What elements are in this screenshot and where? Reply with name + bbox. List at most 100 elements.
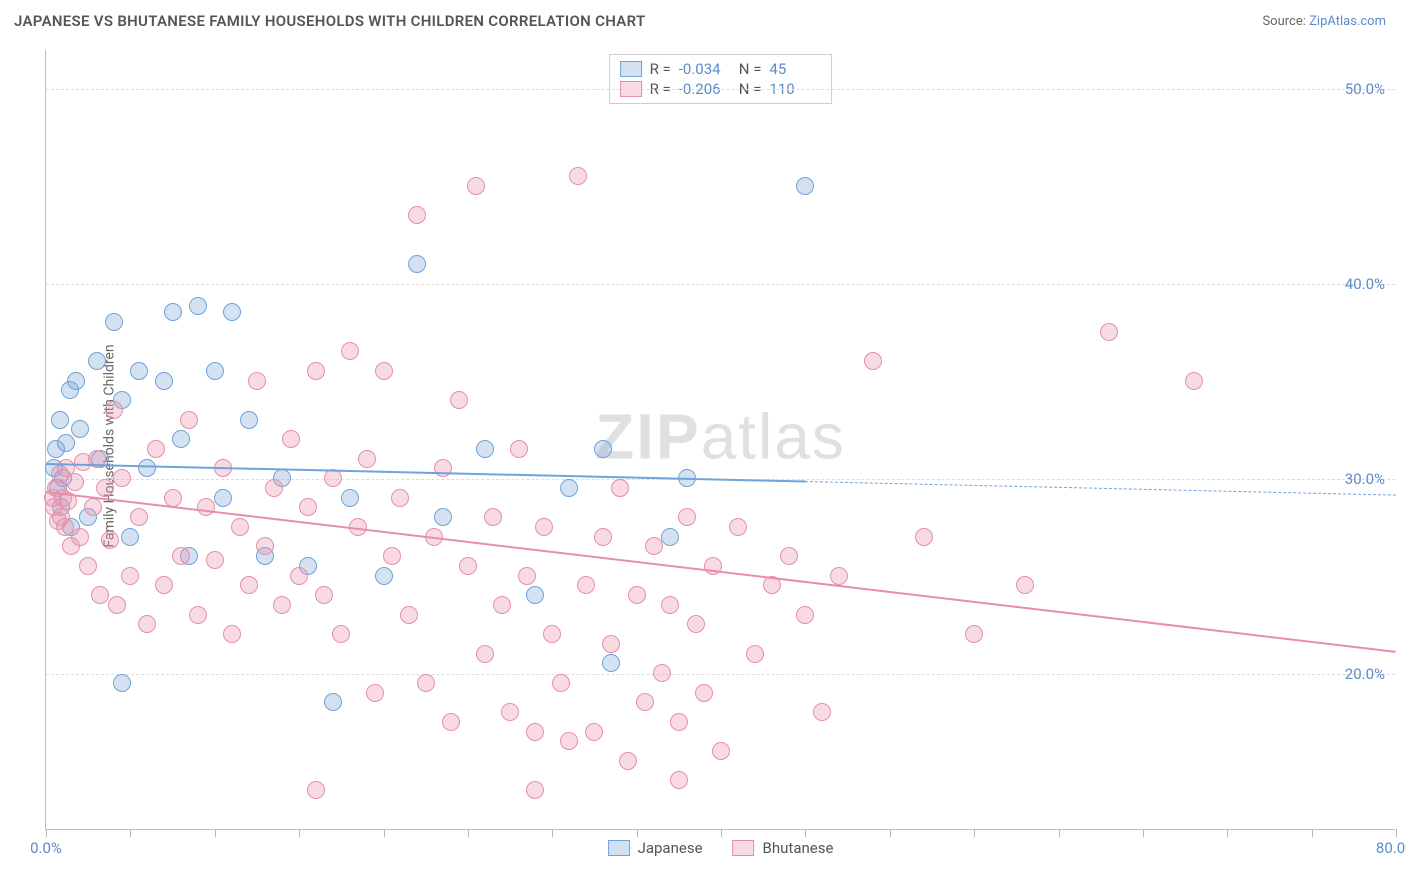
x-tick — [890, 829, 891, 837]
data-point — [661, 596, 679, 614]
data-point — [594, 440, 612, 458]
data-point — [341, 342, 359, 360]
data-point — [450, 391, 468, 409]
data-point — [324, 693, 342, 711]
data-point — [611, 479, 629, 497]
data-point — [813, 703, 831, 721]
data-point — [214, 489, 232, 507]
data-point — [57, 434, 75, 452]
x-tick — [1059, 829, 1060, 837]
data-point — [206, 362, 224, 380]
data-point — [653, 664, 671, 682]
data-point — [189, 606, 207, 624]
legend-swatch — [620, 61, 642, 77]
data-point — [636, 693, 654, 711]
data-point — [915, 528, 933, 546]
r-label: R = — [650, 60, 671, 78]
data-point — [645, 537, 663, 555]
data-point — [560, 732, 578, 750]
data-point — [526, 723, 544, 741]
data-point — [383, 547, 401, 565]
data-point — [569, 167, 587, 185]
gridline — [46, 674, 1395, 675]
scatter-plot-area: ZIPatlas R =-0.034N =45R =-0.206N =110 J… — [45, 50, 1395, 830]
data-point — [67, 372, 85, 390]
source-link[interactable]: ZipAtlas.com — [1309, 14, 1386, 29]
x-tick — [805, 829, 806, 837]
data-point — [91, 586, 109, 604]
data-point — [467, 177, 485, 195]
data-point — [594, 528, 612, 546]
data-point — [101, 531, 119, 549]
data-point — [400, 606, 418, 624]
chart-title: JAPANESE VS BHUTANESE FAMILY HOUSEHOLDS … — [14, 12, 645, 30]
data-point — [273, 596, 291, 614]
y-tick-label: 20.0% — [1345, 665, 1385, 683]
r-value: -0.034 — [679, 60, 731, 78]
data-point — [796, 177, 814, 195]
n-label: N = — [739, 60, 762, 78]
series-legend: Japanese Bhutanese — [608, 839, 834, 857]
data-point — [51, 411, 69, 429]
data-point — [180, 411, 198, 429]
data-point — [231, 518, 249, 536]
source-attribution: Source: ZipAtlas.com — [1262, 14, 1386, 29]
data-point — [510, 440, 528, 458]
data-point — [628, 586, 646, 604]
legend-item: Japanese — [608, 839, 703, 857]
data-point — [687, 615, 705, 633]
data-point — [493, 596, 511, 614]
x-tick — [552, 829, 553, 837]
data-point — [88, 352, 106, 370]
data-point — [484, 508, 502, 526]
gridline — [46, 89, 1395, 90]
data-point — [442, 713, 460, 731]
data-point — [113, 674, 131, 692]
data-point — [408, 206, 426, 224]
data-point — [796, 606, 814, 624]
x-tick — [721, 829, 722, 837]
data-point — [223, 303, 241, 321]
y-tick-label: 30.0% — [1345, 470, 1385, 488]
source-label: Source: — [1262, 14, 1305, 29]
data-point — [661, 528, 679, 546]
data-point — [105, 313, 123, 331]
data-point — [130, 508, 148, 526]
data-point — [602, 635, 620, 653]
legend-label: Japanese — [638, 839, 703, 857]
data-point — [315, 586, 333, 604]
watermark: ZIPatlas — [595, 399, 846, 473]
data-point — [695, 684, 713, 702]
data-point — [712, 742, 730, 760]
data-point — [307, 362, 325, 380]
data-point — [780, 547, 798, 565]
x-tick — [1143, 829, 1144, 837]
data-point — [240, 576, 258, 594]
data-point — [965, 625, 983, 643]
data-point — [121, 528, 139, 546]
x-tick — [384, 829, 385, 837]
data-point — [155, 372, 173, 390]
legend-swatch — [608, 840, 630, 856]
data-point — [341, 489, 359, 507]
data-point — [105, 401, 123, 419]
y-tick-label: 40.0% — [1345, 275, 1385, 293]
data-point — [84, 498, 102, 516]
data-point — [434, 508, 452, 526]
data-point — [138, 459, 156, 477]
data-point — [358, 450, 376, 468]
data-point — [299, 498, 317, 516]
x-tick — [46, 829, 47, 837]
data-point — [71, 528, 89, 546]
data-point — [434, 459, 452, 477]
data-point — [619, 752, 637, 770]
data-point — [526, 781, 544, 799]
legend-label: Bhutanese — [763, 839, 834, 857]
data-point — [830, 567, 848, 585]
data-point — [307, 781, 325, 799]
data-point — [147, 440, 165, 458]
data-point — [670, 713, 688, 731]
x-tick — [299, 829, 300, 837]
x-tick — [1227, 829, 1228, 837]
data-point — [265, 479, 283, 497]
